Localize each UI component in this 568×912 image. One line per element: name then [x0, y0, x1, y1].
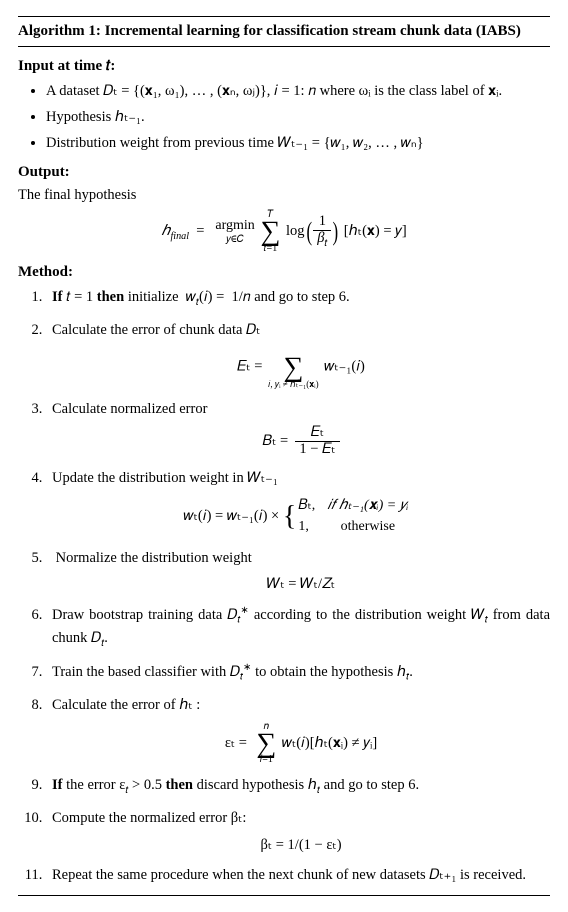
step-5: Normalize the distribution weight 𝑊ₜ = 𝑊…	[46, 548, 550, 595]
step-9: If the error ε𝑡 > 0.5 then discard hypot…	[46, 775, 550, 798]
step-8-eq: εₜ = 𝑛 ∑ 𝑖=1 𝑤ₜ(𝑖)[ℎₜ(𝐱ᵢ) ≠ 𝑦ᵢ]	[52, 722, 550, 766]
step-4: Update the distribution weight in 𝑊ₜ₋₁ 𝑤…	[46, 468, 550, 537]
output-heading: Output:	[18, 164, 550, 181]
step-11: Repeat the same procedure when the next …	[46, 865, 550, 885]
output-equation: ℎfinal = argmin 𝑦∈𝐶 𝑇 ∑ 𝑡=1 log( 1 β𝑡 ) …	[18, 210, 550, 254]
output-eq-tail: [ℎₜ(𝐱) = 𝑦]	[344, 223, 407, 239]
frac-num: 1	[313, 214, 331, 231]
input-item-3: Distribution weight from previous time 𝑊…	[46, 133, 550, 154]
step-10-eq: βₜ = 1/(1 − εₜ)	[52, 835, 550, 855]
step-5-eq: 𝑊ₜ = 𝑊ₜ/𝑍ₜ	[52, 574, 550, 594]
step-3: Calculate normalized error 𝐵ₜ = 𝐸ₜ 1 − 𝐸…	[46, 399, 550, 458]
rule-after-title	[18, 46, 550, 47]
argmin-label: argmin	[215, 218, 254, 234]
output-text: The final hypothesis	[18, 187, 550, 204]
step-2: Calculate the error of chunk data 𝐷ₜ 𝐸ₜ …	[46, 320, 550, 389]
input-item-2: Hypothesis ℎₜ₋₁.	[46, 107, 550, 128]
step-2-text: Calculate the error of chunk data 𝐷ₜ	[52, 322, 260, 338]
input-item-1: A dataset 𝐷ₜ = {(𝐱₁, ω₁), … , (𝐱ₙ, ωⱼ)},…	[46, 81, 550, 102]
step-3-text: Calculate normalized error	[52, 401, 207, 417]
input-heading: Input at time 𝑡:	[18, 57, 550, 75]
argmin-sub: 𝑦∈𝐶	[215, 234, 254, 245]
step-4-text: Update the distribution weight in 𝑊ₜ₋₁	[52, 470, 278, 486]
rule-top	[18, 16, 550, 17]
method-heading: Method:	[18, 264, 550, 281]
step-8: Calculate the error of ℎₜ : εₜ = 𝑛 ∑ 𝑖=1…	[46, 695, 550, 765]
step-8-text: Calculate the error of ℎₜ :	[52, 697, 200, 713]
step-5-text: Normalize the distribution weight	[56, 550, 252, 566]
method-steps: If 𝑡 = 1 then initialize 𝑤𝑡(𝑖) = 1/𝑛 and…	[18, 287, 550, 886]
step-6: Draw bootstrap training data 𝐷𝑡∗ accordi…	[46, 604, 550, 651]
input-list: A dataset 𝐷ₜ = {(𝐱₁, ω₁), … , (𝐱ₙ, ωⱼ)},…	[18, 81, 550, 154]
step-2-eq: 𝐸ₜ = ∑ 𝑖, 𝑦ᵢ ≠ ℎₜ₋₁(𝐱ᵢ) 𝑤ₜ₋₁(𝑖)	[52, 346, 550, 389]
step-4-eq: 𝑤ₜ(𝑖) = 𝑤ₜ₋₁(𝑖) × { 𝐵ₜ, 𝑖𝑓 ℎₜ₋₁(𝐱ᵢ) = 𝑦ᵢ…	[52, 495, 550, 538]
step-1: If 𝑡 = 1 then initialize 𝑤𝑡(𝑖) = 1/𝑛 and…	[46, 287, 550, 310]
algorithm-title: Algorithm 1: Incremental learning for cl…	[18, 23, 550, 40]
step-10: Compute the normalized error βₜ: βₜ = 1/…	[46, 808, 550, 855]
step-7: Train the based classifier with 𝐷𝑡∗ to o…	[46, 661, 550, 685]
step-3-eq: 𝐵ₜ = 𝐸ₜ 1 − 𝐸ₜ	[52, 425, 550, 458]
rule-bottom	[18, 895, 550, 896]
algorithm-box: Algorithm 1: Incremental learning for cl…	[0, 0, 568, 912]
step-10-text: Compute the normalized error βₜ:	[52, 810, 246, 826]
